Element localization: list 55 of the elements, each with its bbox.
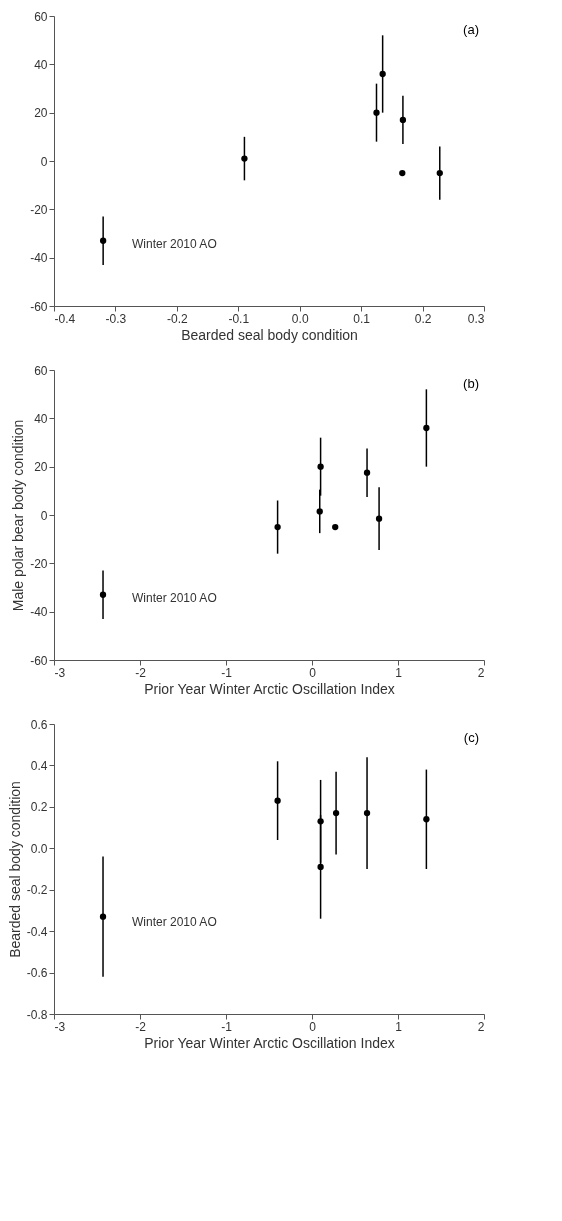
x-tick-label: -1: [221, 665, 233, 680]
y-tick-label: -0.2: [26, 883, 48, 898]
y-tick-label: -60: [30, 653, 48, 668]
y-axis-title: Male polar bear body condition: [10, 419, 27, 612]
x-tick-label: -2: [135, 665, 147, 680]
y-tick-label: 0.0: [30, 841, 48, 856]
x-tick-label: 0: [309, 1019, 317, 1034]
x-tick-label: -0.2: [167, 311, 189, 326]
y-tick-label: 0.2: [30, 800, 48, 815]
x-tick-label: 1: [395, 665, 403, 680]
annotation: (c): [463, 730, 479, 745]
x-tick-label: 0.0: [291, 311, 309, 326]
y-tick-label: -40: [30, 251, 48, 266]
point: [332, 523, 339, 531]
x-tick-label: -1: [221, 1019, 233, 1034]
x-tick-label: -3: [54, 665, 66, 680]
x-axis-title: Prior Year Winter Arctic Oscillation Index: [144, 1034, 395, 1051]
x-tick-label: 0.1: [353, 311, 371, 326]
y-tick-label: -60: [30, 299, 48, 314]
y-tick-label: 20: [34, 460, 48, 475]
x-tick-label: -0.3: [105, 311, 127, 326]
x-tick-label: 0.3: [467, 311, 485, 326]
annotation: (a): [463, 22, 479, 37]
y-tick-label: 60: [34, 363, 48, 378]
annotation: Winter 2010 AO: [132, 915, 217, 929]
y-tick-label: 60: [34, 9, 48, 24]
y-tick-label: -0.6: [26, 966, 48, 981]
y-tick-label: -40: [30, 605, 48, 620]
y-tick-label: 0: [40, 154, 48, 169]
y-tick-label: 0.6: [30, 717, 48, 732]
y-tick-label: -0.8: [26, 1007, 48, 1022]
y-tick-label: 20: [34, 106, 48, 121]
y-tick-label: 0: [40, 508, 48, 523]
x-tick-label: 0.2: [414, 311, 432, 326]
annotation: Winter 2010 AO: [132, 237, 217, 251]
y-tick-label: -20: [30, 556, 48, 571]
annotation: (b): [463, 376, 479, 391]
annotation: Winter 2010 AO: [132, 591, 217, 605]
y-axis-title: Bearded seal body condition: [6, 781, 23, 958]
x-tick-label: 2: [477, 665, 485, 680]
x-tick-label: -0.4: [54, 311, 76, 326]
y-tick-label: -0.4: [26, 924, 48, 939]
y-tick-label: -20: [30, 202, 48, 217]
x-tick-label: -0.1: [228, 311, 250, 326]
x-tick-label: -2: [135, 1019, 147, 1034]
y-tick-label: 0.4: [30, 758, 48, 773]
point: [423, 424, 430, 432]
x-tick-label: 1: [395, 1019, 403, 1034]
x-axis-title: Prior Year Winter Arctic Oscillation Index: [144, 680, 395, 697]
y-tick-label: 40: [34, 57, 48, 72]
y-tick-label: 40: [34, 411, 48, 426]
x-tick-label: -3: [54, 1019, 66, 1034]
x-axis-title: Bearded seal body condition: [181, 326, 358, 343]
x-tick-label: 2: [477, 1019, 485, 1034]
x-tick-label: 0: [309, 665, 317, 680]
